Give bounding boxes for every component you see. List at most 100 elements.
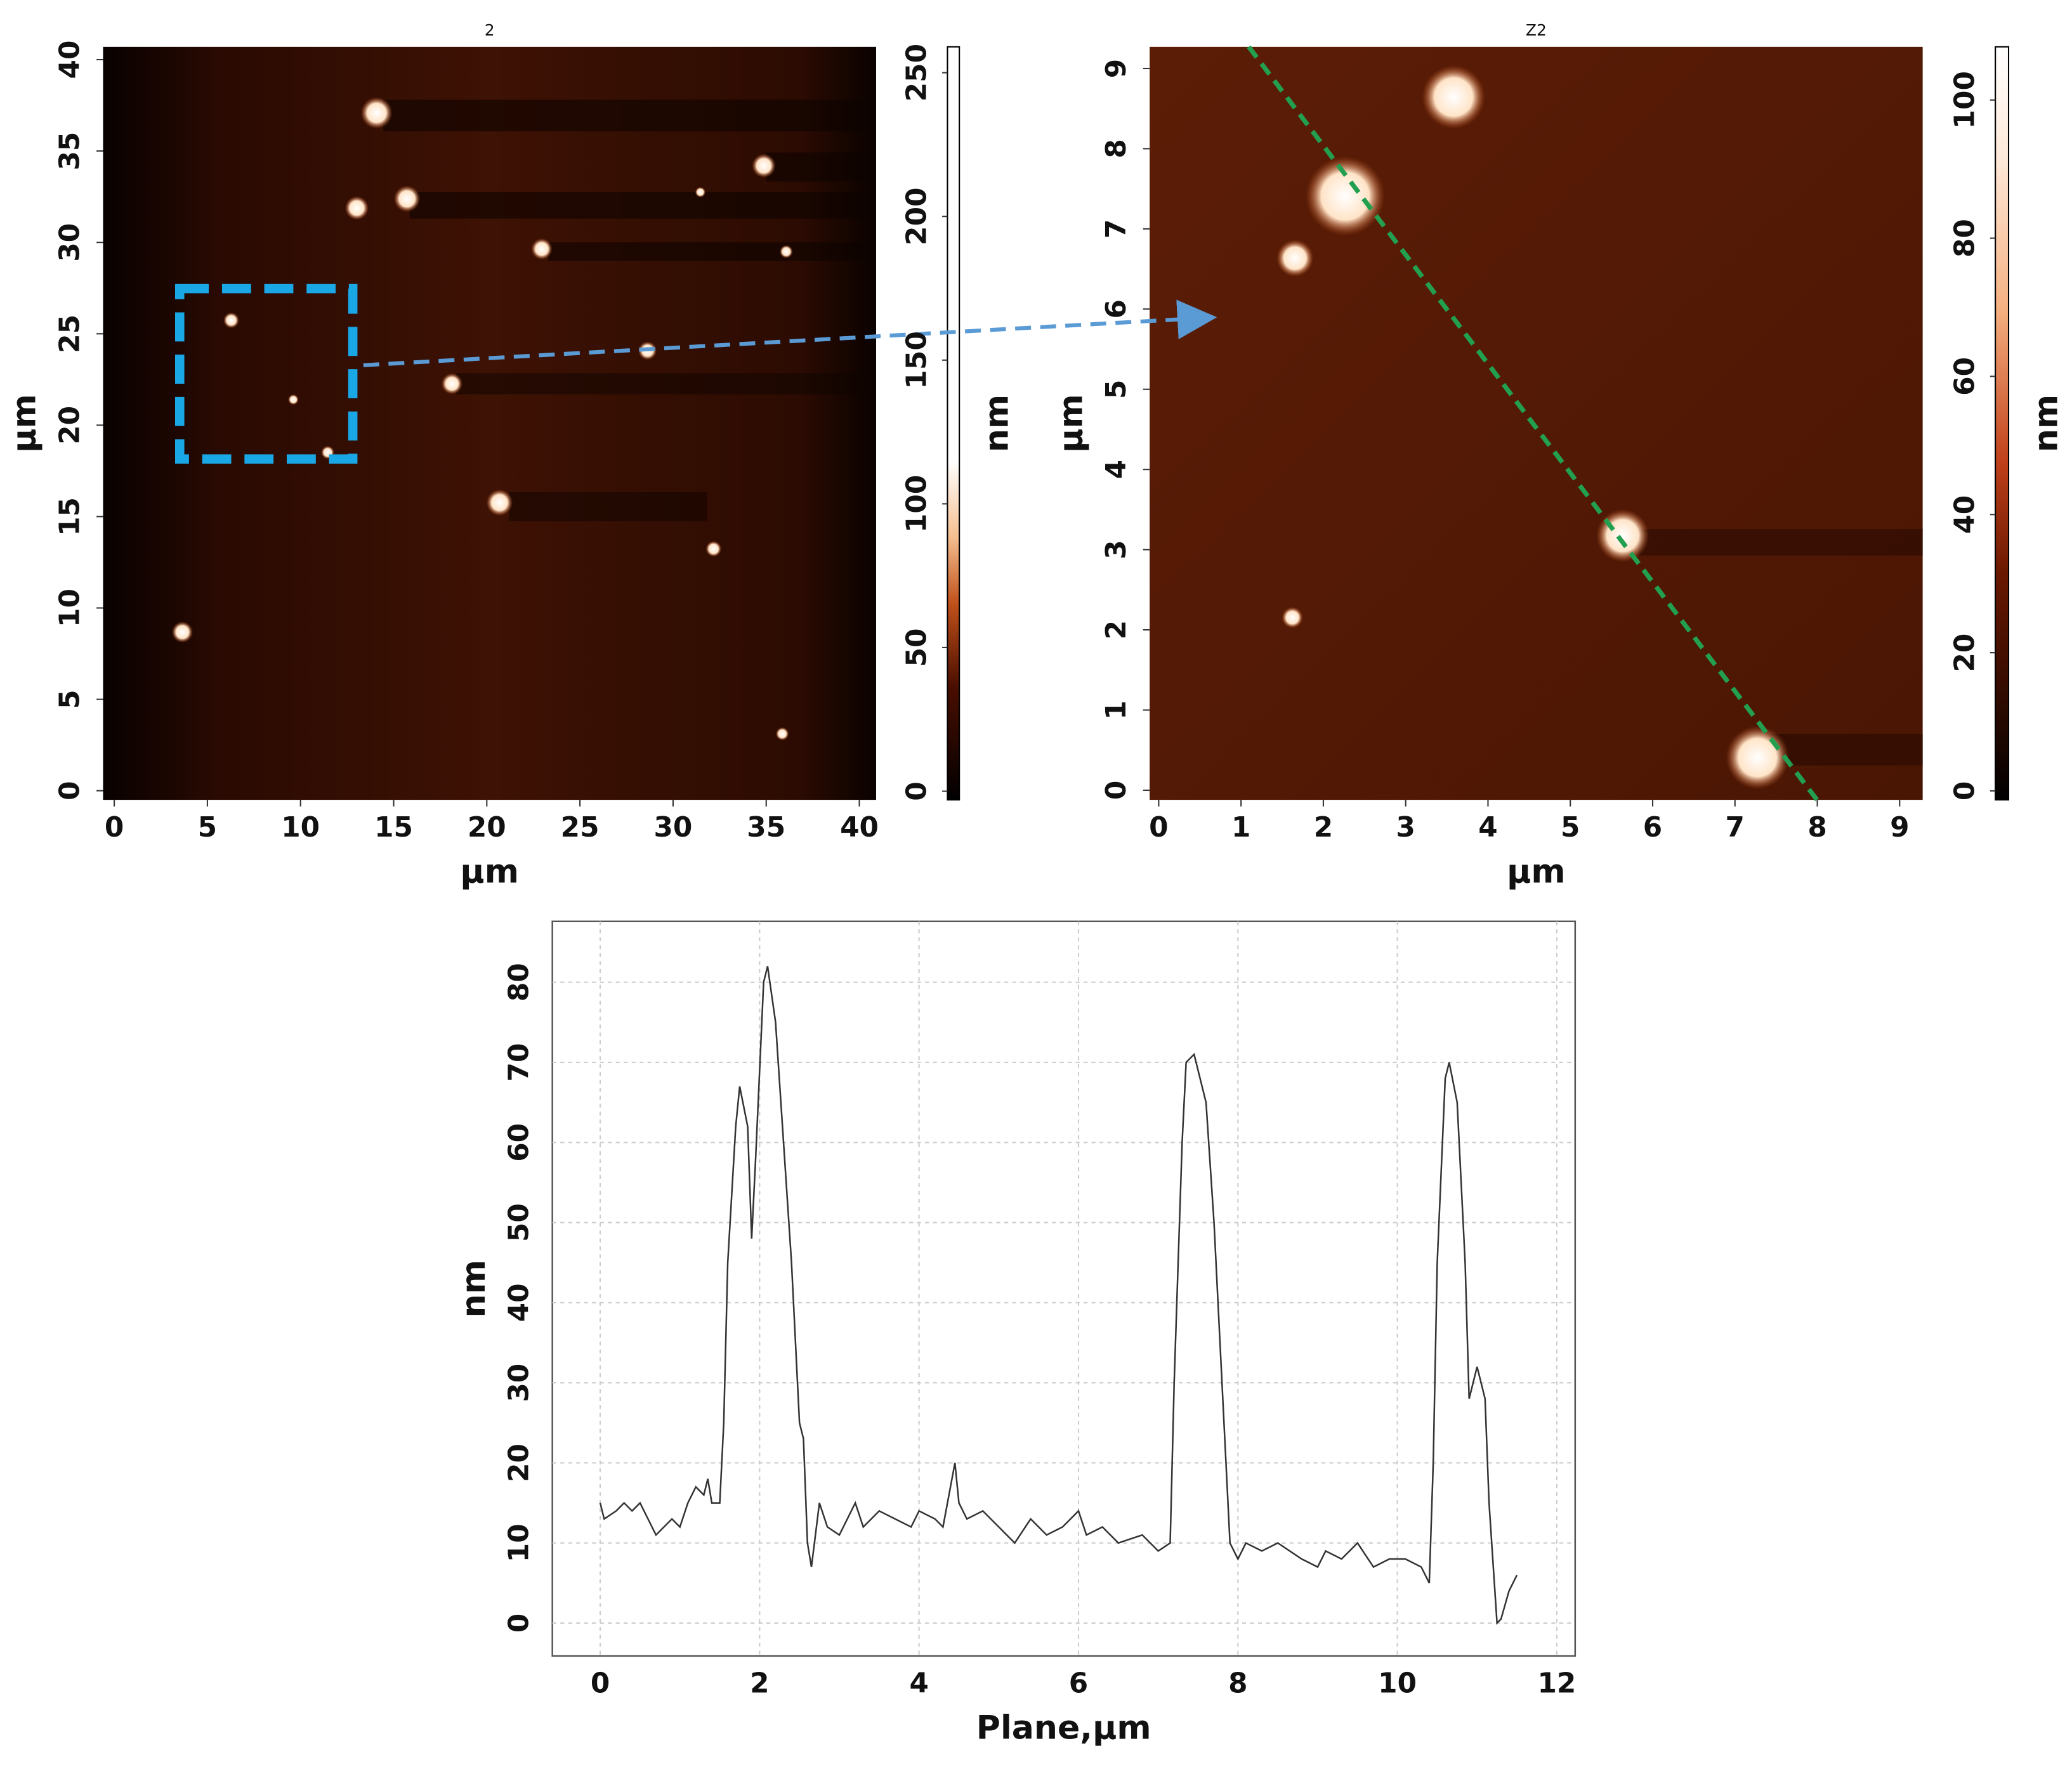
- scan-streak: [1638, 529, 1923, 556]
- y-tick-label: 30: [503, 1364, 535, 1402]
- scan-streak: [548, 242, 872, 261]
- particle: [1422, 65, 1486, 129]
- y-axis-label: nm: [455, 1260, 493, 1317]
- afm-image: [103, 46, 876, 800]
- zoom-arrow: [363, 299, 1217, 367]
- colorbar-tick-label: 200: [901, 188, 933, 245]
- x-tick-label: 0: [1149, 811, 1168, 844]
- x-tick-label: 12: [1537, 1667, 1576, 1700]
- particle: [223, 312, 240, 329]
- y-tick-label: 0: [503, 1614, 535, 1633]
- x-tick-label: 15: [374, 811, 413, 844]
- chart-title: 2: [485, 21, 495, 39]
- y-tick-label: 25: [53, 315, 86, 353]
- y-tick-label: 5: [1100, 380, 1132, 399]
- colorbar-tick-label: 40: [1948, 495, 1981, 534]
- x-tick-label: 3: [1396, 811, 1415, 844]
- scan-streak: [1771, 733, 1923, 766]
- x-tick-label: 25: [561, 811, 600, 844]
- colorbar-tick-label: 50: [901, 629, 933, 667]
- afm-image: [1150, 46, 1923, 800]
- y-tick-label: 0: [1100, 781, 1132, 800]
- particle: [775, 727, 789, 741]
- chart-title: Z2: [1526, 21, 1547, 39]
- colorbar-tick-label: 150: [901, 331, 933, 389]
- colorbar: [947, 46, 961, 801]
- y-tick-label: 20: [53, 406, 86, 445]
- x-tick-label: 8: [1228, 1667, 1247, 1700]
- y-tick-label: 5: [53, 689, 86, 708]
- x-tick-label: 6: [1643, 811, 1662, 844]
- y-tick-label: 70: [503, 1043, 535, 1082]
- particle: [393, 185, 421, 212]
- x-axis-label: µm: [460, 853, 519, 891]
- y-tick-label: 10: [503, 1523, 535, 1562]
- x-tick-label: 5: [198, 811, 217, 844]
- y-tick-label: 10: [53, 589, 86, 627]
- colorbar-tick-label: 250: [901, 44, 933, 101]
- y-tick-label: 2: [1100, 620, 1132, 639]
- y-tick-label: 40: [53, 41, 86, 79]
- x-tick-label: 4: [909, 1667, 928, 1700]
- x-tick-label: 0: [591, 1667, 610, 1700]
- particle: [695, 186, 706, 198]
- profile-curve: [599, 966, 1518, 1625]
- y-tick-label: 0: [53, 781, 86, 800]
- x-tick-label: 2: [750, 1667, 769, 1700]
- particle: [360, 97, 393, 129]
- particle: [1726, 726, 1790, 790]
- x-tick-label: 9: [1890, 811, 1909, 844]
- scan-streak: [383, 100, 872, 132]
- y-tick-label: 3: [1100, 540, 1132, 559]
- zoom-box: [174, 284, 358, 464]
- scan-streak: [766, 152, 872, 182]
- x-axis-label: µm: [1507, 853, 1566, 891]
- x-tick-label: 40: [840, 811, 879, 844]
- y-tick-label: 9: [1100, 59, 1132, 78]
- particle: [1596, 509, 1649, 563]
- colorbar: [1995, 46, 2010, 801]
- particle: [288, 394, 299, 405]
- x-tick-label: 1: [1231, 811, 1250, 844]
- particle: [486, 489, 513, 516]
- y-tick-label: 40: [503, 1283, 535, 1322]
- particle: [1282, 607, 1303, 629]
- colorbar-tick-label: 20: [1948, 634, 1981, 672]
- colorbar-tick-label: 0: [901, 781, 933, 800]
- particle: [531, 238, 553, 260]
- y-axis-label: µm: [1052, 394, 1090, 453]
- particle: [1305, 156, 1385, 236]
- x-tick-label: 30: [653, 811, 692, 844]
- scan-streak: [409, 192, 872, 219]
- colorbar-tick-label: 60: [1948, 357, 1981, 396]
- y-tick-label: 6: [1100, 299, 1132, 318]
- y-tick-label: 15: [53, 497, 86, 536]
- x-tick-label: 5: [1561, 811, 1580, 844]
- y-tick-label: 30: [53, 223, 86, 262]
- y-tick-label: 8: [1100, 139, 1132, 158]
- y-tick-label: 35: [53, 132, 86, 171]
- x-axis-label: Plane,µm: [976, 1709, 1151, 1747]
- colorbar-tick-label: 100: [901, 475, 933, 533]
- y-tick-label: 1: [1100, 700, 1132, 719]
- y-tick-label: 7: [1100, 219, 1132, 238]
- plot-frame: [551, 920, 1577, 1657]
- x-tick-label: 35: [747, 811, 785, 844]
- x-tick-label: 6: [1069, 1667, 1088, 1700]
- particle: [752, 153, 776, 178]
- x-tick-label: 10: [281, 811, 320, 844]
- colorbar-tick-label: 0: [1948, 781, 1981, 800]
- x-tick-label: 0: [105, 811, 124, 844]
- y-tick-label: 20: [503, 1444, 535, 1482]
- colorbar-label: nm: [2028, 395, 2066, 452]
- x-tick-label: 2: [1314, 811, 1333, 844]
- profile-line: [1247, 45, 1819, 802]
- scan-streak: [456, 373, 872, 395]
- colorbar-tick-label: 100: [1948, 71, 1981, 129]
- particle: [344, 196, 369, 220]
- particle: [441, 373, 463, 395]
- scan-streak: [508, 492, 707, 521]
- x-tick-label: 10: [1378, 1667, 1417, 1700]
- particle: [171, 621, 193, 643]
